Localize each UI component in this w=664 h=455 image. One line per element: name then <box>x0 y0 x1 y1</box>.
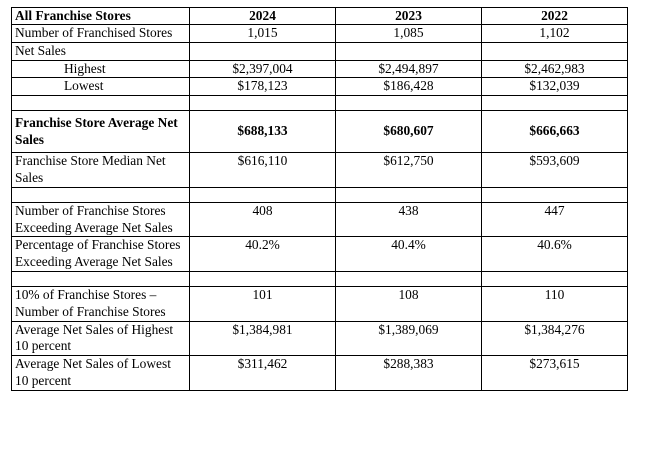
row-label: Number of Franchise Stores Exceeding Ave… <box>11 201 190 238</box>
header-label: All Franchise Stores <box>11 7 190 25</box>
row-label: Percentage of Franchise Stores Exceeding… <box>11 236 190 272</box>
empty-cell <box>335 270 482 287</box>
row-label: Highest <box>11 59 190 79</box>
value-2023: $288,383 <box>335 355 482 391</box>
empty-cell <box>481 186 628 203</box>
empty-cell <box>335 95 482 112</box>
empty-cell <box>11 270 190 287</box>
value-2024: 40.2% <box>189 236 336 272</box>
value-2023: $612,750 <box>335 152 482 188</box>
franchised-count-row: Number of Franchised Stores 1,015 1,085 … <box>11 24 628 43</box>
franchise-sales-table-wrapper: All Franchise Stores 2024 2023 2022 Numb… <box>11 7 628 391</box>
row-label: Net Sales <box>11 41 190 61</box>
value-2024: $1,384,981 <box>189 320 336 357</box>
row-label: Number of Franchised Stores <box>11 24 190 43</box>
value-2024: 101 <box>189 285 336 322</box>
year-2023: 2023 <box>335 7 482 25</box>
bottom10-avg-row: Average Net Sales of Lowest 10 percent $… <box>11 355 628 391</box>
row-label: 10% of Franchise Stores – Number of Fran… <box>11 285 190 322</box>
highest-row: Highest $2,397,004 $2,494,897 $2,462,983 <box>11 59 628 79</box>
empty-cell <box>335 186 482 203</box>
value-2022: 447 <box>481 201 628 238</box>
empty-cell <box>11 186 190 203</box>
value-2023: $680,607 <box>335 110 482 154</box>
value-2024: 408 <box>189 201 336 238</box>
value-2022: $666,663 <box>481 110 628 154</box>
exceeding-count-row: Number of Franchise Stores Exceeding Ave… <box>11 201 628 238</box>
year-2024: 2024 <box>189 7 336 25</box>
empty-cell <box>189 186 336 203</box>
value-2023: 1,085 <box>335 24 482 43</box>
exceeding-pct-row: Percentage of Franchise Stores Exceeding… <box>11 236 628 272</box>
value-2024: 1,015 <box>189 24 336 43</box>
top10-avg-row: Average Net Sales of Highest 10 percent … <box>11 320 628 357</box>
spacer-row <box>11 270 628 287</box>
top10-count-row: 10% of Franchise Stores – Number of Fran… <box>11 285 628 322</box>
value-2023: $2,494,897 <box>335 59 482 79</box>
spacer-row <box>11 186 628 203</box>
value-2022: $1,384,276 <box>481 320 628 357</box>
value-2023: $1,389,069 <box>335 320 482 357</box>
value-2022: $593,609 <box>481 152 628 188</box>
value-2024: $688,133 <box>189 110 336 154</box>
header-row: All Franchise Stores 2024 2023 2022 <box>11 7 628 25</box>
empty-cell <box>481 41 628 61</box>
row-label: Lowest <box>11 77 190 97</box>
value-2023: $186,428 <box>335 77 482 97</box>
empty-cell <box>481 270 628 287</box>
empty-cell <box>189 95 336 112</box>
value-2024: $616,110 <box>189 152 336 188</box>
value-2023: 40.4% <box>335 236 482 272</box>
spacer-row <box>11 95 628 112</box>
value-2022: $273,615 <box>481 355 628 391</box>
median-row: Franchise Store Median Net Sales $616,11… <box>11 152 628 188</box>
empty-cell <box>189 270 336 287</box>
value-2022: 110 <box>481 285 628 322</box>
value-2024: $2,397,004 <box>189 59 336 79</box>
value-2022: $132,039 <box>481 77 628 97</box>
value-2023: 108 <box>335 285 482 322</box>
average-row: Franchise Store Average Net Sales $688,1… <box>11 110 628 154</box>
row-label: Franchise Store Average Net Sales <box>11 110 190 154</box>
value-2022: 40.6% <box>481 236 628 272</box>
value-2023: 438 <box>335 201 482 238</box>
franchise-sales-table: All Franchise Stores 2024 2023 2022 Numb… <box>11 7 628 391</box>
row-label: Average Net Sales of Lowest 10 percent <box>11 355 190 391</box>
net-sales-label-row: Net Sales <box>11 41 628 61</box>
empty-cell <box>11 95 190 112</box>
value-2024: $311,462 <box>189 355 336 391</box>
lowest-row: Lowest $178,123 $186,428 $132,039 <box>11 77 628 97</box>
empty-cell <box>335 41 482 61</box>
row-label: Average Net Sales of Highest 10 percent <box>11 320 190 357</box>
year-2022: 2022 <box>481 7 628 25</box>
empty-cell <box>189 41 336 61</box>
empty-cell <box>481 95 628 112</box>
value-2024: $178,123 <box>189 77 336 97</box>
value-2022: 1,102 <box>481 24 628 43</box>
value-2022: $2,462,983 <box>481 59 628 79</box>
row-label: Franchise Store Median Net Sales <box>11 152 190 188</box>
